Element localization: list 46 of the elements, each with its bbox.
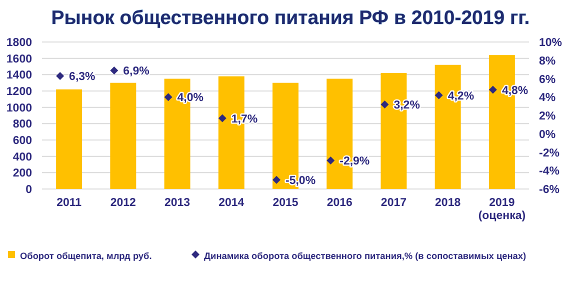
x-tick-label: 2015	[272, 197, 299, 209]
data-label: 6,3%	[69, 70, 96, 83]
data-label: 4,0%	[177, 92, 204, 104]
y-tick-label: 400	[12, 151, 32, 164]
point	[56, 72, 64, 80]
y2-tick-label: 2%	[539, 110, 556, 122]
y2-tick-label: 10%	[539, 37, 562, 49]
point	[218, 114, 226, 122]
bar	[56, 89, 82, 189]
point	[326, 156, 335, 165]
x-tick-label: 2017	[380, 197, 407, 209]
legend-label: Динамика оборота общественного питания,% (в сопоставимых ценах)	[204, 251, 526, 261]
y-tick-label: 1200	[6, 86, 32, 98]
data-label: 6,9%	[123, 65, 150, 78]
legend-label: Оборот общепита, млрд руб.	[20, 251, 152, 261]
y2-tick-label: 4%	[539, 92, 556, 104]
x-tick-label: 2014	[218, 197, 245, 209]
point	[488, 86, 497, 94]
x-tick-label: 2013	[164, 197, 190, 209]
y-tick-label: 200	[12, 168, 32, 180]
y-tick-label: 0	[26, 184, 32, 196]
x-tick-label: 2016	[326, 197, 352, 209]
chart-title: Рынок общественного питания РФ в 2010-2019 гг.	[51, 7, 530, 29]
x-tick-label: 2012	[110, 197, 136, 209]
x-tick-label: 2019 (оценка)	[478, 197, 526, 222]
y2-tick-label: 6%	[539, 74, 556, 86]
x-tick-label: 2011	[56, 197, 82, 209]
bar	[110, 82, 136, 189]
y-tick-label: 1800	[6, 37, 32, 49]
y2-tick-label: 8%	[539, 55, 556, 68]
y-tick-label: 800	[12, 118, 32, 131]
y2-tick-label: 0%	[539, 128, 556, 141]
point	[110, 66, 118, 74]
y-tick-label: 600	[12, 135, 32, 147]
y-tick-label: 1000	[6, 102, 32, 114]
y2-tick-label: -2%	[539, 147, 560, 160]
y-tick-label: 1400	[6, 70, 32, 82]
point	[164, 93, 172, 102]
y2-tick-label: -6%	[539, 184, 560, 196]
x-tick-label: 2018	[435, 197, 462, 209]
y-tick-label: 1600	[6, 53, 32, 66]
data-label: 4,8%	[502, 84, 528, 97]
point	[272, 176, 280, 184]
point	[434, 91, 443, 100]
point	[380, 100, 389, 108]
y2-tick-label: -4%	[539, 166, 560, 178]
